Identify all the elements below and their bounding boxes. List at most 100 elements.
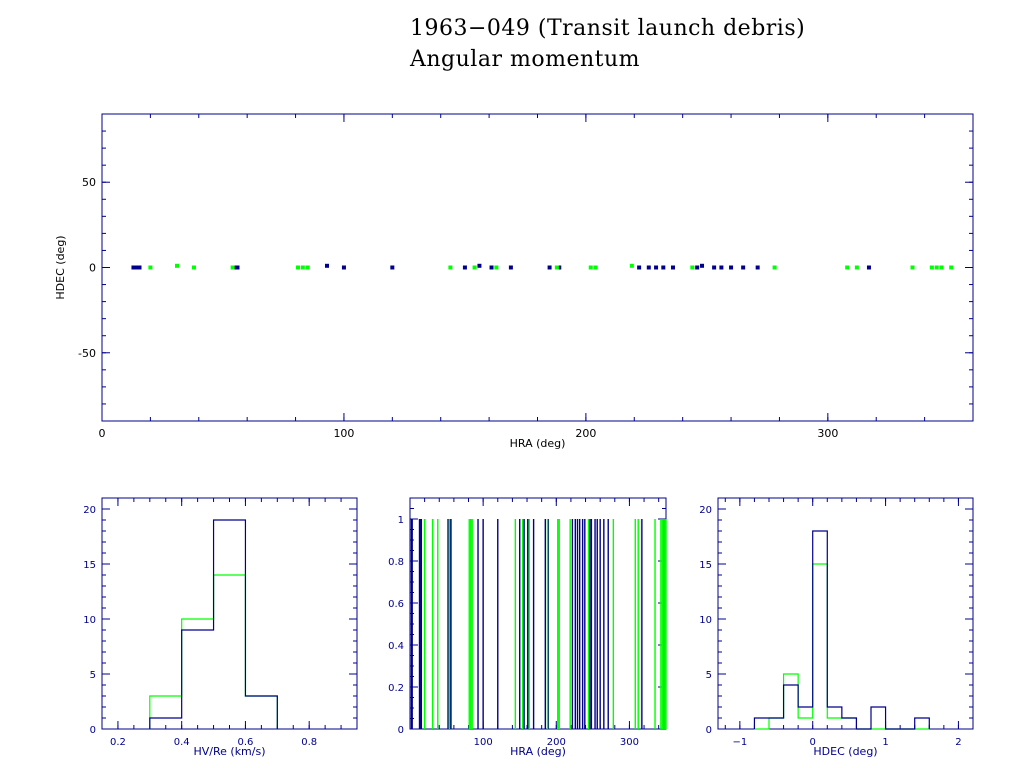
scatter-point-blue <box>646 265 651 270</box>
scatter-point-blue <box>719 265 724 270</box>
scatter-point-blue <box>547 265 552 270</box>
chart-title-line2: Angular momentum <box>410 47 640 72</box>
hist-hra-ytick-label: 1 <box>398 515 404 526</box>
scatter-point-blue <box>741 265 746 270</box>
scatter-ylabel: HDEC (deg) <box>54 235 67 299</box>
scatter-point-blue <box>700 263 705 268</box>
hist-hdec-xtick-label: 0 <box>810 737 816 748</box>
scatter-point-green <box>295 265 300 270</box>
scatter-point-green <box>148 265 153 270</box>
hist-hdec-ytick-label: 0 <box>706 725 712 736</box>
scatter-point-blue <box>670 265 675 270</box>
hist-hra-xtick-label: 100 <box>474 737 493 748</box>
hist-hdec-ytick-label: 15 <box>699 560 712 571</box>
hist-hdec-series-blue <box>753 530 930 730</box>
hist-v-xtick-label: 0.6 <box>237 737 253 748</box>
hist-v-axes: 0.2 0.4 0.6 0.8 0 5 10 15 20 HV/Re (km/s) <box>83 497 358 758</box>
scatter-ytick-label: -50 <box>78 347 96 360</box>
scatter-xlabel: HRA (deg) <box>510 437 566 450</box>
scatter-point-green <box>934 265 939 270</box>
hist-hdec-xtick-label: 2 <box>955 737 961 748</box>
scatter-point-blue <box>133 265 138 270</box>
scatter-xtick-label: 100 <box>333 427 354 440</box>
scatter-point-green <box>593 265 598 270</box>
scatter-point-blue <box>637 265 642 270</box>
hist-v-frame <box>101 497 358 730</box>
scatter-point-blue <box>508 265 513 270</box>
chart-title-line1: 1963−049 (Transit launch debris) <box>410 16 806 41</box>
scatter-point-green <box>929 265 934 270</box>
scatter-point-blue <box>489 265 494 270</box>
hist-hdec-ytick-label: 20 <box>699 505 712 516</box>
hist-v-ytick-label: 5 <box>90 670 96 681</box>
hist-hra-ytick-label: 0.2 <box>388 683 404 694</box>
hist-hra-xlabel: HRA (deg) <box>510 745 566 758</box>
scatter-point-green <box>690 265 695 270</box>
scatter-point-blue <box>661 265 666 270</box>
scatter-point-blue <box>341 265 346 270</box>
scatter-ytick-label: 50 <box>82 176 96 189</box>
scatter-point-green <box>494 265 499 270</box>
scatter-point-green <box>854 265 859 270</box>
scatter-xtick-label: 0 <box>99 427 106 440</box>
hist-hdec-frame <box>717 497 974 730</box>
scatter-point-green <box>175 263 180 268</box>
scatter-point-green <box>588 265 593 270</box>
scatter-point-blue <box>557 265 562 270</box>
scatter-point-blue <box>755 265 760 270</box>
hist-hdec-xlabel: HDEC (deg) <box>813 745 877 758</box>
scatter-point-green <box>230 265 235 270</box>
scatter-point-green <box>191 265 196 270</box>
scatter-point-blue <box>695 265 700 270</box>
scatter-point-blue <box>235 265 240 270</box>
scatter-point-blue <box>390 265 395 270</box>
scatter-xtick-label: 300 <box>817 427 838 440</box>
scatter-point-green <box>910 265 915 270</box>
scatter-point-blue <box>477 263 482 268</box>
scatter-point-green <box>845 265 850 270</box>
scatter-point-green <box>472 265 477 270</box>
hist-hdec-xtick-label: 1 <box>882 737 888 748</box>
scatter-point-blue <box>712 265 717 270</box>
hist-v-ytick-label: 20 <box>83 505 96 516</box>
hist-v-xtick-label: 0.2 <box>110 737 126 748</box>
scatter-point-blue <box>131 265 136 270</box>
scatter-point-green <box>448 265 453 270</box>
hist-hra-ytick-label: 0 <box>398 725 404 736</box>
scatter-point-blue <box>325 263 330 268</box>
hist-v-ytick-label: 0 <box>90 725 96 736</box>
hist-hra-axes: 100 200 300 0 0.2 0.4 0.6 0.8 1 HRA (deg) <box>388 497 667 758</box>
scatter-point-blue <box>462 265 467 270</box>
scatter-point-blue <box>233 265 238 270</box>
scatter-axes: 0 100 200 300 -50 0 50 HRA (deg) HDEC (deg) <box>54 113 974 450</box>
hist-v-xlabel: HV/Re (km/s) <box>193 745 265 758</box>
hist-v-xtick-label: 0.4 <box>174 737 190 748</box>
hist-v-series-blue <box>149 519 278 729</box>
scatter-point-green <box>772 265 777 270</box>
scatter-point-blue <box>729 265 734 270</box>
hist-v-ytick-label: 10 <box>83 615 96 626</box>
hist-hdec-series-green <box>754 563 930 730</box>
hist-hra-ytick-label: 0.8 <box>388 557 404 568</box>
hist-hdec-ytick-label: 10 <box>699 615 712 626</box>
scatter-ytick-label: 0 <box>89 262 96 275</box>
scatter-point-blue <box>866 265 871 270</box>
hist-hra-ytick-label: 0.6 <box>388 599 404 610</box>
hist-hdec-ytick-label: 5 <box>706 670 712 681</box>
scatter-point-blue <box>654 265 659 270</box>
hist-hdec-xtick-label: −1 <box>732 737 747 748</box>
scatter-point-green <box>949 265 954 270</box>
hist-hra-xtick-label: 300 <box>620 737 639 748</box>
scatter-point-green <box>300 265 305 270</box>
scatter-point-blue <box>137 265 142 270</box>
scatter-point-green <box>939 265 944 270</box>
hist-hra-xtick-label: 200 <box>547 737 566 748</box>
hist-v-ytick-label: 15 <box>83 560 96 571</box>
hist-v-xtick-label: 0.8 <box>301 737 317 748</box>
scatter-xtick-label: 200 <box>575 427 596 440</box>
scatter-point-green <box>305 265 310 270</box>
scatter-point-green <box>554 265 559 270</box>
scatter-point-green <box>629 263 634 268</box>
